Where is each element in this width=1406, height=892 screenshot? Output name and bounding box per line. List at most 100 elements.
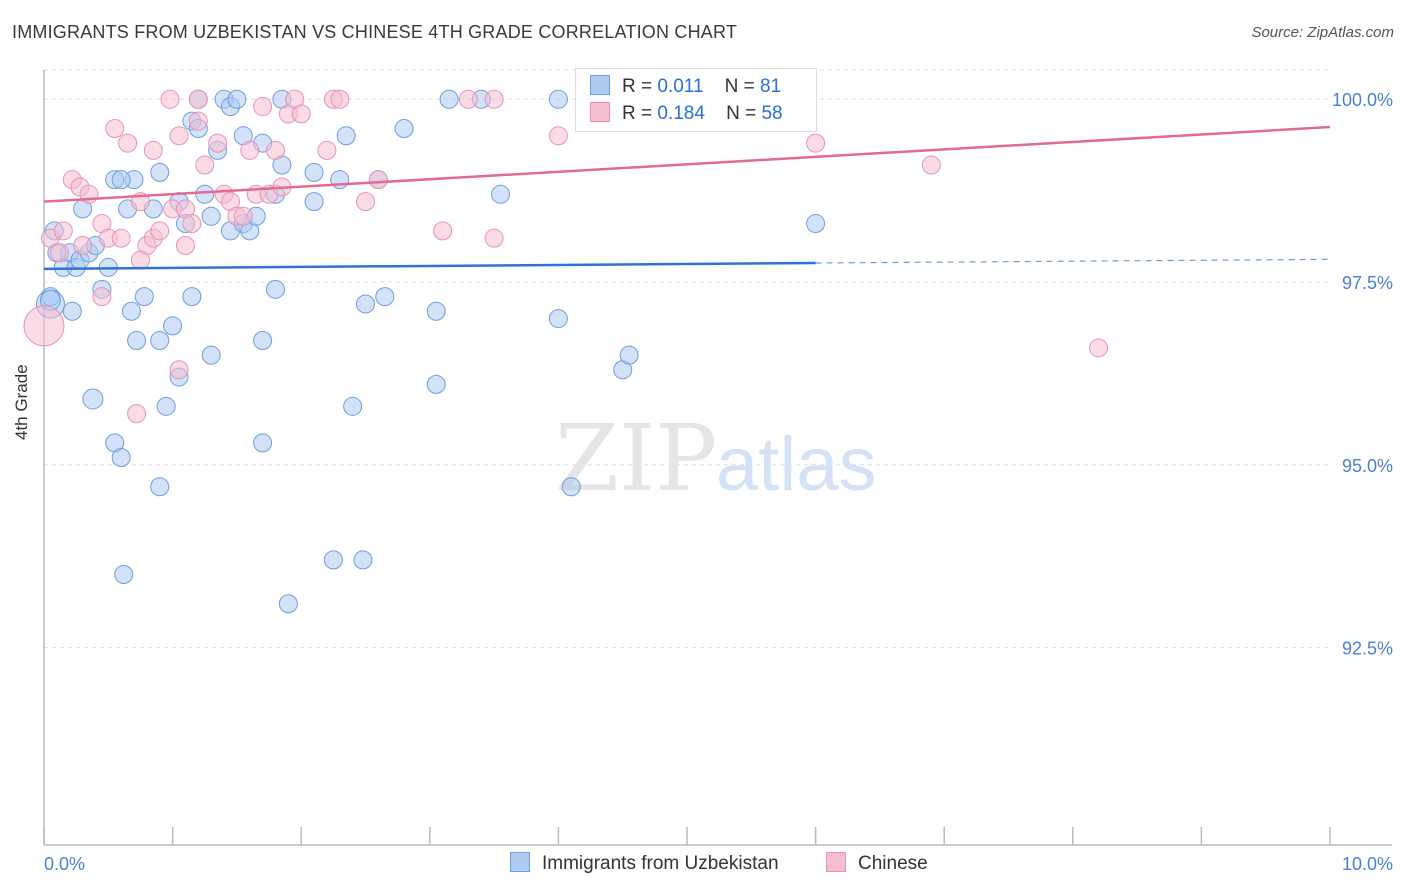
- uzbekistan-point: [195, 184, 215, 204]
- chinese-point: [188, 111, 208, 131]
- source-label: Source: ZipAtlas.com: [1251, 24, 1394, 41]
- uzbekistan-point: [62, 301, 82, 321]
- chinese-point: [208, 133, 228, 153]
- chinese-point: [195, 155, 215, 175]
- chinese-point: [73, 235, 93, 255]
- chinese-point: [356, 192, 375, 212]
- n-label: N =: [726, 103, 757, 124]
- uzbekistan-point: [163, 316, 183, 336]
- uzbekistan-point: [201, 345, 221, 365]
- trend-layer: [43, 125, 1331, 271]
- chinese-point: [127, 404, 147, 424]
- uzbekistan-point: [439, 89, 459, 109]
- chinese-point: [317, 140, 337, 160]
- chart-title: IMMIGRANTS FROM UZBEKISTAN VS CHINESE 4T…: [12, 22, 738, 42]
- uzbekistan-point: [426, 301, 446, 321]
- chinese-point: [484, 89, 504, 109]
- blue-swatch: [510, 852, 530, 872]
- uzbekistan-point: [336, 126, 356, 146]
- chinese-point: [240, 140, 260, 160]
- chinese-point: [23, 305, 65, 347]
- legend-item-chinese[interactable]: Chinese: [826, 852, 928, 875]
- uzbekistan-point: [323, 550, 343, 570]
- chinese-point: [49, 243, 69, 263]
- uzbekistan-point: [134, 287, 154, 307]
- uzbekistan-point: [353, 550, 373, 570]
- n-value: 58: [761, 103, 783, 124]
- legend-label: Immigrants from Uzbekistan: [542, 853, 779, 874]
- y-tick-label: 92.5%: [1342, 639, 1393, 659]
- legend-item-uzbekistan[interactable]: Immigrants from Uzbekistan: [510, 852, 779, 875]
- watermark-zip: ZIP: [555, 405, 717, 512]
- chinese-point: [330, 89, 350, 109]
- uzbekistan-point: [304, 192, 324, 212]
- uzbekistan-point: [150, 477, 170, 497]
- uzbekistan-point: [619, 345, 639, 365]
- x-tick-label: 10.0%: [1342, 854, 1393, 874]
- chinese-point: [175, 235, 195, 255]
- uzbekistan-point: [561, 477, 581, 497]
- uzbekistan-point: [394, 118, 414, 138]
- n-value: 81: [760, 76, 782, 97]
- uzbekistan-point: [491, 184, 511, 204]
- uzbekistan-point: [182, 287, 202, 307]
- chinese-trend-line: [43, 125, 1331, 203]
- y-axis-label: 4th Grade: [12, 364, 31, 440]
- uzbekistan-point: [375, 287, 395, 307]
- chinese-point: [291, 104, 311, 124]
- stats-row-chinese: R = 0.184 N = 58: [590, 102, 783, 128]
- chinese-point: [182, 214, 202, 234]
- chinese-point: [150, 221, 170, 241]
- stats-row-uzbekistan: R = 0.011 N = 81: [590, 75, 781, 101]
- chinese-point: [143, 140, 163, 160]
- chinese-point: [53, 221, 73, 241]
- chinese-point: [484, 228, 504, 248]
- uzbekistan-point: [265, 279, 285, 299]
- y-tick-label: 97.5%: [1342, 273, 1393, 293]
- chinese-point: [548, 126, 568, 146]
- chinese-point: [233, 206, 253, 226]
- uzbekistan-point: [127, 331, 147, 351]
- uzbekistan-point: [548, 309, 568, 329]
- uzbekistan-point: [278, 594, 298, 614]
- pink-swatch: [826, 852, 846, 872]
- n-label: N =: [724, 76, 755, 97]
- chinese-point: [111, 228, 131, 248]
- chinese-point: [265, 140, 285, 160]
- uzbekistan-point: [201, 206, 221, 226]
- r-label: R =: [622, 76, 653, 97]
- y-tick-label: 100.0%: [1332, 90, 1393, 110]
- chinese-point: [188, 89, 208, 109]
- uzbekistan-point: [253, 433, 273, 453]
- chinese-point: [1089, 338, 1109, 358]
- r-value: 0.011: [657, 76, 704, 97]
- uzbekistan-point: [426, 374, 446, 394]
- watermark-atlas: atlas: [716, 422, 877, 507]
- uzbekistan-trend-line: [43, 261, 816, 271]
- uzbekistan-point: [82, 388, 104, 410]
- uzbekistan-point: [806, 214, 826, 234]
- grid-layer: [44, 69, 1330, 649]
- chinese-point: [130, 250, 150, 270]
- points-layer: [23, 89, 1109, 614]
- chinese-point: [368, 170, 388, 190]
- chinese-point: [118, 133, 138, 153]
- stats-legend: R = 0.011 N = 81 R = 0.184 N = 58: [575, 68, 817, 132]
- chinese-point: [92, 287, 112, 307]
- r-label: R =: [622, 103, 653, 124]
- chinese-point: [806, 133, 826, 153]
- chinese-point: [458, 89, 478, 109]
- uzbekistan-point: [343, 396, 363, 416]
- uzbekistan-trend-extension: [815, 258, 1331, 264]
- uzbekistan-point: [253, 331, 273, 351]
- axis-layer: 100.0% 97.5% 95.0% 92.5% 0.0% 10.0%: [43, 70, 1393, 874]
- chinese-point: [433, 221, 453, 241]
- uzbekistan-point: [114, 564, 134, 584]
- chinese-point: [160, 89, 180, 109]
- pink-swatch: [590, 102, 610, 122]
- uzbekistan-point: [121, 301, 141, 321]
- uzbekistan-point: [227, 89, 247, 109]
- chinese-point: [253, 97, 273, 117]
- uzbekistan-point: [111, 170, 131, 190]
